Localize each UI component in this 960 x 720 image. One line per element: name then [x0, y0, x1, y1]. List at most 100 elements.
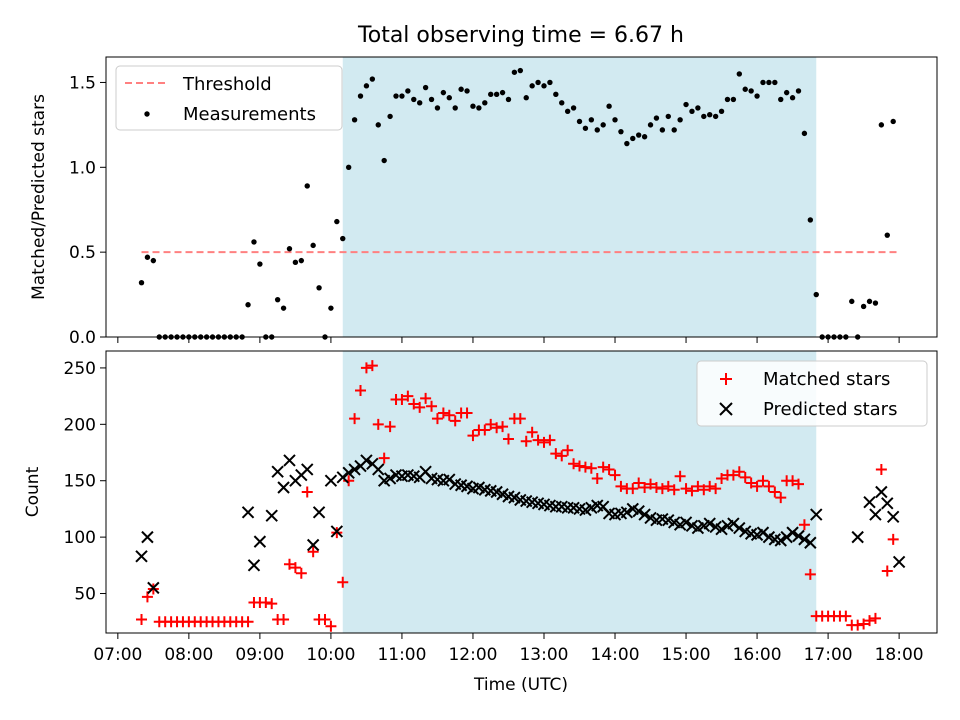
predicted-star-point [638, 508, 651, 521]
matched-star-point [431, 413, 443, 425]
ratio-panel: 0.0 0.5 1.0 1.5 Total observing time = 6.67… [29, 23, 938, 348]
measurement-point [535, 79, 541, 86]
predicted-star-point [851, 530, 864, 544]
predicted-star-point [247, 559, 261, 572]
matched-star-point [798, 519, 810, 531]
matched-star-point [491, 422, 503, 434]
matched-star-point [787, 475, 799, 487]
matched-stars-points [136, 360, 899, 632]
predicted-star-point [253, 535, 267, 548]
matched-star-point [283, 558, 295, 570]
legend-matched-swatch [720, 373, 732, 385]
x-tick-label: 10:00 [306, 645, 355, 665]
predicted-star-point [135, 550, 148, 563]
matched-star-point [745, 477, 757, 489]
matched-star-point [378, 452, 390, 464]
matched-star-point [656, 483, 668, 495]
predicted-star-point [348, 463, 361, 476]
measurement-point [523, 95, 529, 101]
measurement-point [659, 127, 666, 133]
predicted-star-point [892, 555, 906, 569]
measurement-point [150, 257, 157, 264]
measurement-point [641, 134, 648, 140]
predicted-star-point [277, 481, 290, 494]
measurement-point [677, 117, 683, 123]
measurement-point [340, 235, 346, 242]
predicted-star-point [330, 525, 344, 538]
top-axes-frame [105, 56, 938, 338]
measurement-point [452, 105, 458, 111]
measurement-point [245, 302, 251, 308]
y-tick-label: 250 [64, 359, 96, 379]
top-legend: Threshold Measurements [115, 65, 343, 131]
predicted-star-point [798, 533, 811, 546]
x-tick-label: 11:00 [377, 645, 426, 665]
matched-star-point [881, 565, 893, 577]
measurement-point [576, 118, 583, 125]
predicted-star-point [342, 466, 355, 480]
matched-star-point [408, 398, 420, 410]
measurement-point [689, 108, 695, 115]
matched-star-point [757, 475, 769, 487]
predicted-star-point [792, 529, 805, 543]
matched-star-point [698, 484, 710, 496]
matched-star-point [301, 486, 313, 498]
x-tick-label: 12:00 [448, 645, 497, 665]
x-tick-label: 18:00 [875, 645, 924, 665]
measurement-point [434, 105, 441, 111]
predicted-star-point [141, 530, 154, 544]
predicted-star-point [810, 508, 823, 521]
measurement-point [541, 83, 547, 89]
matched-star-point [692, 480, 704, 492]
measurement-point [328, 305, 334, 311]
y-tick-label: 200 [64, 415, 96, 435]
matched-star-point [574, 460, 586, 472]
matched-star-point [680, 483, 692, 495]
measurement-point [647, 122, 654, 128]
matched-star-point [793, 478, 804, 490]
measurement-point [416, 100, 423, 106]
measurement-point [559, 100, 565, 106]
measurement-point [286, 246, 293, 252]
matched-star-point [662, 480, 674, 492]
measurement-point [440, 89, 447, 96]
predicted-stars-points [135, 454, 906, 595]
matched-star-point [502, 433, 514, 445]
legend-predicted-swatch [719, 402, 733, 416]
measurement-point [789, 95, 796, 101]
matched-star-point [650, 481, 662, 493]
predicted-star-point [733, 521, 746, 535]
matched-star-point [645, 478, 657, 490]
matched-star-point [733, 466, 745, 478]
measurement-point [665, 113, 671, 120]
legend-predicted-label: Predicted stars [763, 399, 897, 420]
matched-star-point [609, 469, 621, 481]
matched-star-point [372, 418, 384, 430]
measurement-point [428, 96, 435, 103]
matched-star-point [727, 469, 739, 481]
matched-star-point [585, 462, 597, 474]
measurement-point [464, 88, 470, 94]
legend-measurements-label: Measurements [183, 104, 316, 125]
bottom-legend-box [696, 360, 928, 427]
measurement-point [529, 83, 535, 89]
measurement-point [387, 113, 393, 120]
measurement-point [399, 93, 405, 99]
matched-star-point [544, 434, 556, 446]
matched-star-point [526, 426, 538, 438]
matched-star-point [710, 483, 722, 495]
measurement-point [499, 89, 506, 96]
matched-star-point [716, 472, 728, 484]
measurement-point [517, 67, 524, 74]
matched-star-point [360, 362, 372, 374]
matched-star-point [384, 421, 396, 433]
measurement-point [766, 79, 772, 86]
predicted-star-point [875, 485, 888, 499]
matched-star-point [639, 481, 651, 493]
predicted-star-point [324, 474, 338, 487]
y-tick-label: 100 [64, 528, 96, 548]
measurement-point [304, 183, 310, 189]
measurement-point [422, 84, 429, 91]
measurement-point [653, 115, 660, 121]
measurement-point [701, 113, 707, 120]
